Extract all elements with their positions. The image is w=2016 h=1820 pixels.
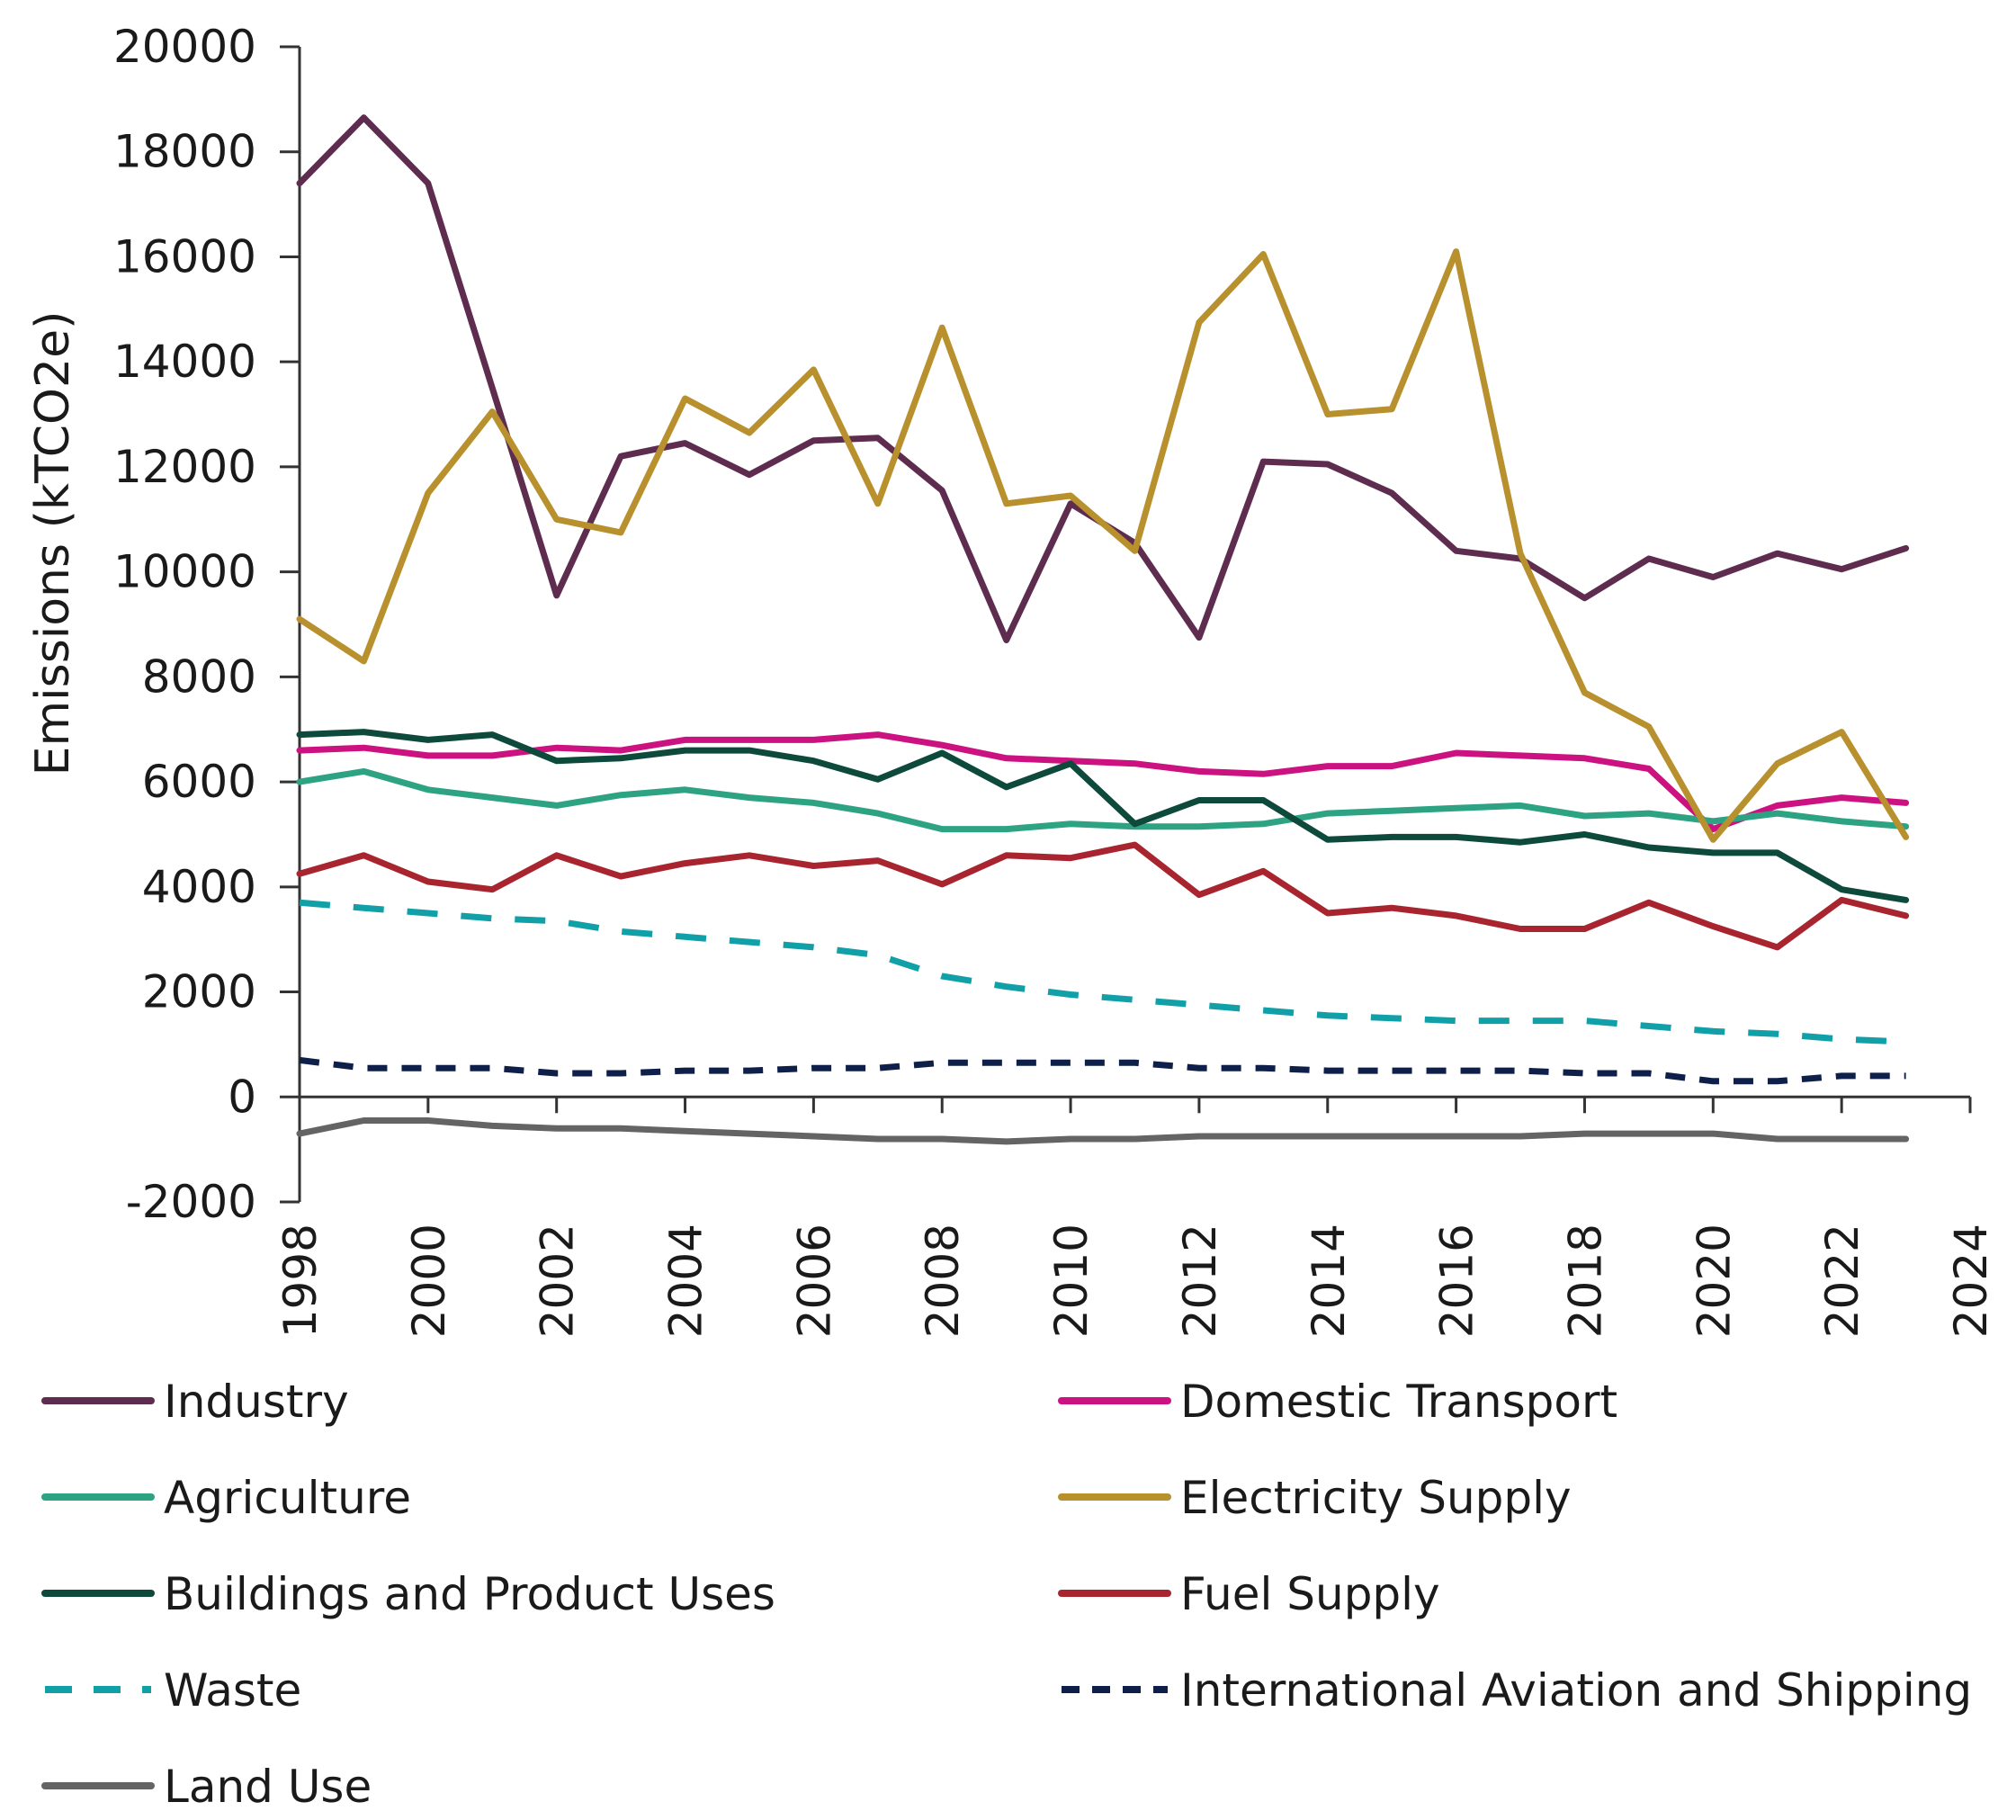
x-tick-label: 1998 [274, 1224, 327, 1338]
legend-item-fuel-supply: Fuel Supply [1058, 1568, 1440, 1620]
legend-label: Buildings and Product Uses [164, 1568, 775, 1620]
series-line-industry [296, 114, 1910, 643]
x-tick-label: 2006 [788, 1224, 840, 1338]
legend-item-waste: Waste [45, 1664, 301, 1717]
legend-item-agriculture: Agriculture [41, 1472, 411, 1524]
legend-item-land-use: Land Use [41, 1761, 372, 1813]
y-tick-label: 18000 [113, 126, 256, 178]
legend-item-international-aviation-and-shipping: International Aviation and Shipping [1062, 1664, 1972, 1717]
series-line-land-use [296, 1117, 1910, 1145]
legend-item-buildings-and-product-uses: Buildings and Product Uses [41, 1568, 775, 1620]
x-tick-label: 2002 [532, 1224, 584, 1338]
y-tick-label: 12000 [113, 441, 256, 493]
x-tick-label: 2018 [1559, 1224, 1611, 1338]
x-tick-label: 2020 [1688, 1224, 1740, 1338]
y-tick-label: 2000 [142, 966, 256, 1018]
y-tick-label: 16000 [113, 230, 256, 282]
y-axis-title: Emissions (kTCO2e) [26, 311, 80, 776]
y-tick-label: 4000 [142, 861, 256, 913]
x-tick-label: 2022 [1816, 1224, 1868, 1338]
y-tick-label: 10000 [113, 546, 256, 598]
series-line-fuel-supply [296, 841, 1910, 951]
legend-item-domestic-transport: Domestic Transport [1058, 1376, 1617, 1428]
series-line-buildings-and-product-uses [296, 729, 1910, 903]
legend-label: Waste [164, 1664, 301, 1717]
x-tick-label: 2024 [1945, 1224, 1997, 1338]
x-tick-label: 2010 [1045, 1224, 1098, 1338]
series-line-waste [299, 899, 1906, 1045]
x-tick-label: 2016 [1431, 1224, 1483, 1338]
y-tick-label: 14000 [113, 336, 256, 388]
series-line-international-aviation-and-shipping [299, 1056, 1906, 1085]
x-tick-label: 2012 [1174, 1224, 1226, 1338]
legend-label: Land Use [164, 1761, 372, 1813]
y-tick-label: 0 [228, 1071, 256, 1123]
legend-item-electricity-supply: Electricity Supply [1058, 1472, 1572, 1524]
legend-label: Domestic Transport [1180, 1376, 1617, 1428]
series-line-domestic-transport [296, 731, 1910, 833]
series-line-electricity-supply [296, 248, 1910, 843]
y-tick-label: 8000 [142, 650, 256, 703]
y-tick-label: -2000 [126, 1176, 256, 1228]
x-tick-label: 2004 [660, 1224, 712, 1338]
x-tick-label: 2014 [1303, 1224, 1355, 1338]
series-line-agriculture [296, 767, 1910, 833]
legend-label: Industry [164, 1376, 349, 1428]
legend-label: Agriculture [164, 1472, 411, 1524]
x-tick-label: 2000 [403, 1224, 455, 1338]
y-tick-label: 6000 [142, 756, 256, 808]
legend-label: International Aviation and Shipping [1180, 1664, 1972, 1717]
legend-label: Fuel Supply [1180, 1568, 1440, 1620]
legend-item-industry: Industry [41, 1376, 349, 1428]
y-tick-label: 20000 [113, 21, 256, 73]
legend-label: Electricity Supply [1180, 1472, 1572, 1524]
x-tick-label: 2008 [917, 1224, 969, 1338]
